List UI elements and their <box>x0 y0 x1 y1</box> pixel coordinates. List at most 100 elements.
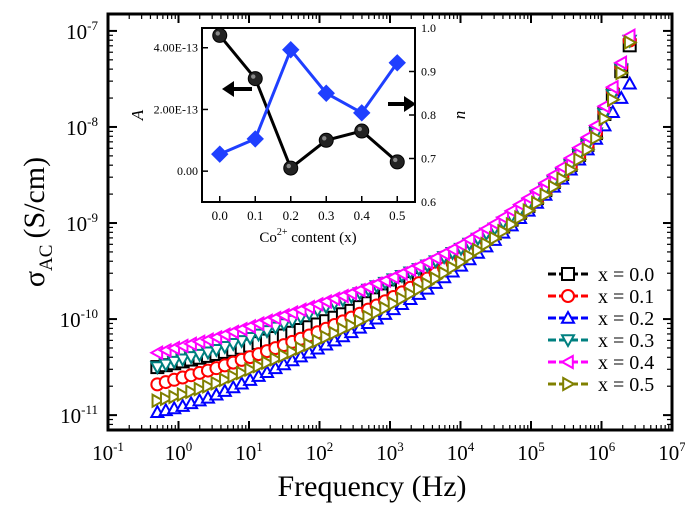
inset-point-n <box>211 145 229 163</box>
legend-marker <box>560 309 576 324</box>
data-point <box>345 317 360 334</box>
inset-x-tick-label: 0.3 <box>318 208 334 223</box>
inset-x-axis-title: Co2+ content (x) <box>259 227 356 246</box>
x-tick-label: 102 <box>306 439 334 465</box>
data-point <box>278 348 292 364</box>
data-point <box>547 179 562 195</box>
data-point <box>269 351 284 367</box>
data-point <box>149 344 164 361</box>
main-series-group <box>149 28 638 419</box>
inset-point-n <box>246 130 264 148</box>
data-point <box>581 141 596 158</box>
x-tick-label: 10-1 <box>92 439 124 465</box>
data-point <box>531 195 545 211</box>
data-point <box>320 329 335 345</box>
data-point <box>168 389 183 405</box>
data-point <box>461 231 476 248</box>
inset-left-tick-label: 4.00E-13 <box>154 41 198 55</box>
inset-series-line-A <box>218 34 399 171</box>
data-point <box>294 340 309 357</box>
data-point <box>176 386 191 403</box>
inset-x-title-base: Co <box>259 230 277 246</box>
data-point <box>497 223 512 240</box>
inset-axis-ticks: 0.0 0.1 0.2 0.3 0.4 0.5 0.00 2.00E-13 4.00E-13 0.… <box>154 21 436 223</box>
data-point <box>185 384 200 400</box>
data-point <box>436 245 450 262</box>
x-tick-label: 106 <box>588 439 616 465</box>
data-point <box>370 304 385 321</box>
inset-point-A <box>318 132 334 148</box>
data-point <box>362 309 377 325</box>
legend-label: x = 0.4 <box>598 352 654 374</box>
y-axis-unit: (S/cm) <box>18 157 51 239</box>
data-point <box>503 203 518 219</box>
data-point <box>379 300 394 316</box>
data-point <box>311 333 326 349</box>
legend-label: x = 0.3 <box>598 330 654 352</box>
data-point <box>539 187 554 203</box>
data-point <box>427 250 442 266</box>
inset-x-tick-label: 0.4 <box>354 208 371 223</box>
data-point <box>505 216 520 233</box>
data-point <box>429 270 444 287</box>
legend-label: x = 0.1 <box>598 286 654 308</box>
data-point <box>478 221 493 237</box>
data-point <box>174 353 191 368</box>
data-point <box>455 254 470 270</box>
x-tick-label: 103 <box>376 439 404 465</box>
inset-x-tick-label: 0.5 <box>389 208 405 223</box>
arrow-right-icon <box>388 96 416 112</box>
y-tick-label: 10-10 <box>60 306 98 332</box>
data-point <box>210 375 225 392</box>
inset-right-tick-label: 0.8 <box>421 108 436 122</box>
data-point <box>208 344 225 358</box>
data-point <box>421 276 436 292</box>
y-axis-symbol: σ <box>18 271 51 287</box>
data-point <box>514 209 529 226</box>
data-point <box>463 248 478 264</box>
data-point <box>590 130 605 146</box>
data-point <box>564 162 579 178</box>
data-point <box>495 209 509 226</box>
y-axis-title: σAC (S/cm) <box>18 157 57 287</box>
data-point <box>556 171 571 187</box>
data-point <box>446 259 461 276</box>
inset-point-A <box>389 154 405 170</box>
y-tick-label: 10-8 <box>66 114 98 140</box>
inset-x-tick-label: 0.2 <box>283 208 299 223</box>
y-tick-label: 10-11 <box>60 402 98 428</box>
data-point <box>598 111 613 127</box>
data-point <box>623 34 638 51</box>
inset-right-tick-label: 0.9 <box>421 65 436 79</box>
inset-point-highlight <box>393 157 398 163</box>
data-point <box>149 361 166 376</box>
legend: x = 0.0x = 0.1x = 0.2x = 0.3x = 0.4x = 0… <box>548 264 654 396</box>
inset-point-n <box>317 84 335 102</box>
data-point <box>159 391 174 407</box>
inset-right-tick-label: 0.7 <box>421 152 436 166</box>
inset-left-tick-label: 0.00 <box>177 164 198 178</box>
inset-point-highlight <box>215 31 220 36</box>
data-point <box>235 365 250 381</box>
x-tick-label: 104 <box>447 439 475 465</box>
data-point <box>480 236 495 252</box>
inset-right-tick-label: 0.6 <box>421 195 436 209</box>
main-axis-ticks: 10-1 100 101 102 103 104 105 106 107 10-11 10-10 10… <box>60 14 685 465</box>
legend-label: x = 0.5 <box>598 374 654 396</box>
legend-marker <box>561 267 575 281</box>
data-point <box>193 381 208 397</box>
data-point <box>413 281 427 297</box>
data-point <box>573 151 588 168</box>
inset-right-axis-title: n <box>450 111 469 120</box>
data-point <box>337 321 351 338</box>
data-point <box>587 117 602 134</box>
data-point <box>452 237 467 253</box>
data-point <box>219 372 233 388</box>
inset-point-highlight <box>251 74 256 79</box>
data-point <box>419 254 434 271</box>
data-point <box>353 313 368 329</box>
data-point <box>596 98 611 115</box>
data-point <box>613 55 628 71</box>
legend-marker <box>560 334 576 349</box>
